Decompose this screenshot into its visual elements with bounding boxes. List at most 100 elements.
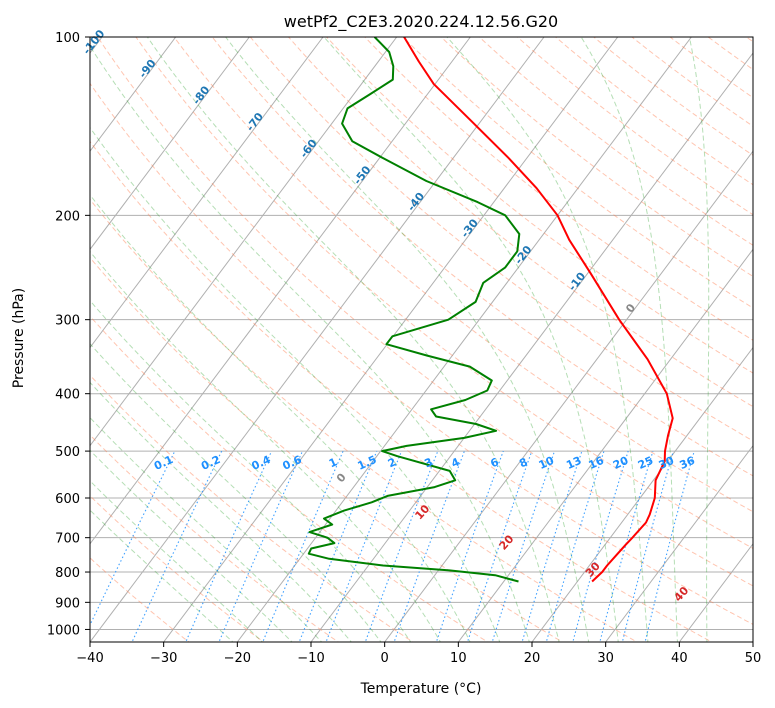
moist-adiabat-line [90,480,264,642]
moist-adiabat-line [90,126,501,642]
x-axis-ticks: −40 −30 −20 −10 0 10 20 30 40 50 [76,642,761,666]
isotherm-line [90,37,398,447]
mixing-ratio-label: 10 [537,454,557,472]
y-tick-label: 1000 [47,623,80,638]
moist-adiabat-line [580,37,678,642]
moist-adiabat-label: 10 [412,502,432,522]
dewpoint-profile-line [307,37,521,583]
moist-adiabat-line [90,194,471,642]
moist-adiabat-line [90,449,293,642]
isotherm-line [678,543,753,642]
isotherm-line [90,37,177,153]
x-axis-label: Temperature (°C) [360,681,482,697]
dry-adiabat-line [766,24,775,645]
mixing-ratio-line [491,450,556,642]
dry-adiabat-line [90,140,713,642]
dry-adiabat-label: -90 [136,57,159,81]
dry-adiabat-line [90,256,564,642]
moist-adiabat-line [323,37,619,642]
y-tick-label: 200 [55,209,80,224]
dry-adiabat-line [669,37,753,99]
moist-adiabat-line [688,37,710,642]
x-tick-label: 20 [524,651,541,666]
y-axis-ticks: 100 200 300 400 500 600 700 800 900 1000 [47,31,90,638]
mixing-ratio-line [325,450,403,642]
line-labels: 0.1 0.2 0.4 0.6 1 1.5 2 3 4 6 8 10 13 16 20 25 30 36-100-… [80,27,697,604]
moist-adiabat-line [90,343,382,642]
mixing-ratio-line [521,450,583,642]
mixing-ratio-label: 30 [657,454,677,472]
dry-adiabat-line [516,37,753,216]
mixing-ratio-label: 3 [422,455,434,470]
isotherm-line [384,150,753,642]
dry-adiabat-label: -20 [512,243,535,267]
dry-adiabat-line [631,37,753,127]
dry-adiabat-label: -60 [297,136,320,160]
mixing-ratio-label: 20 [611,454,631,472]
moist-adiabat-line [90,509,234,642]
dry-adiabat-label: -10 [566,270,589,294]
y-tick-label: 600 [55,492,80,507]
dry-adiabat-line [745,37,753,43]
dry-adiabat-line [707,37,753,71]
mixing-ratio-line [218,450,304,642]
moist-adiabat-label: 30 [583,559,603,579]
mixing-ratio-label: 25 [636,454,655,472]
mixing-ratio-line [466,450,533,642]
x-tick-label: 30 [597,651,614,666]
isotherm-line [90,37,250,251]
dry-adiabat-line [440,37,753,277]
dry-adiabat-line [90,374,414,642]
plot-frame [89,36,754,643]
dry-adiabat-label: -80 [190,83,213,107]
temperature-profile-line [403,37,674,583]
isotherm-line [236,37,692,642]
y-tick-label: 700 [55,532,80,547]
dry-adiabat-label: -30 [458,216,481,240]
x-tick-label: −10 [297,651,324,666]
isotherm-line [605,444,753,642]
dry-adiabat-line [402,37,753,309]
dry-adiabat-line [90,82,753,625]
mixing-ratio-line [644,450,695,642]
mixing-ratio-line [298,450,378,642]
mixing-ratio-label: 36 [678,454,698,472]
x-tick-label: −40 [76,651,103,666]
x-tick-label: 0 [381,651,389,666]
moist-adiabat-label: 0 [334,470,349,485]
moist-adiabat-line [225,37,590,642]
y-tick-label: 300 [55,314,80,329]
moist-adiabat-line [90,45,530,642]
mixing-ratio-label: 8 [517,455,529,470]
mixing-ratio-line [131,450,223,642]
dry-adiabat-label: -40 [405,190,428,214]
mixing-ratio-label: 1.5 [356,453,379,473]
isotherm-line [310,52,753,642]
x-tick-label: 10 [450,651,467,666]
moist-adiabat-line [90,299,412,642]
isotherm-line [90,37,471,545]
mixing-ratio-label: 2 [386,455,398,470]
x-tick-label: 50 [745,651,762,666]
isotherm-line [90,37,545,642]
mixing-ratio-label: 16 [587,454,607,472]
isotherm-line [752,641,753,642]
mixing-ratio-line [621,450,674,642]
dry-adiabat-line [97,37,753,587]
moist-adiabat-line [446,37,649,642]
dry-adiabat-label: -70 [244,110,267,134]
y-tick-label: 400 [55,388,80,403]
x-tick-label: −20 [224,651,251,666]
dry-adiabat-line [364,37,753,341]
mixing-ratio-label: 0.6 [281,453,304,473]
dry-adiabat-line [249,37,753,442]
isotherm-line [457,248,753,642]
dry-adiabat-line [90,557,190,642]
mixing-ratio-line [599,450,654,642]
dry-adiabat-line [90,434,340,642]
plot-area [90,24,775,645]
mixing-ratio-label: 0.4 [250,453,273,473]
mixing-ratio-line [545,450,605,642]
moist-adiabat-line [90,381,352,642]
